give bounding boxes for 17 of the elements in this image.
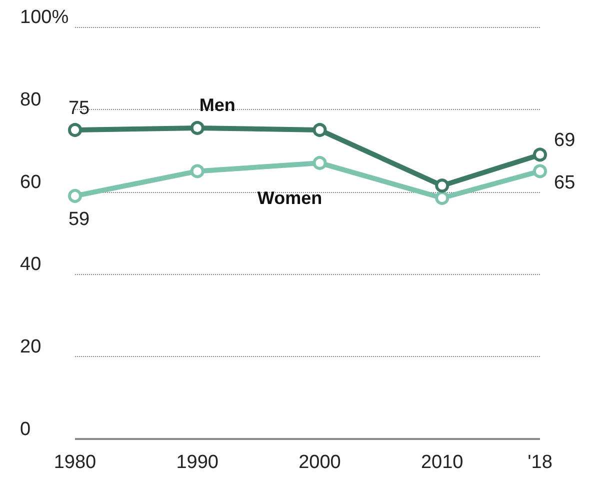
y-tick-label: 60 <box>20 172 42 193</box>
x-tick-label: 1980 <box>54 452 96 473</box>
x-tick-label: 1990 <box>176 452 219 473</box>
data-label: 75 <box>68 98 90 119</box>
x-tick-label: 2000 <box>298 452 341 473</box>
y-tick-label: 80 <box>20 89 42 110</box>
y-tick-label: 40 <box>20 254 42 276</box>
series-label: Women <box>257 188 322 208</box>
data-label: 69 <box>554 130 576 152</box>
data-label: 59 <box>68 208 90 230</box>
series-label: Men <box>199 94 236 115</box>
y-tick-label: 100% <box>20 7 69 28</box>
y-tick-label: 0 <box>20 419 31 440</box>
x-tick-label: '18 <box>528 452 552 473</box>
data-label: 65 <box>554 172 576 194</box>
x-tick-label: 2010 <box>420 452 464 473</box>
y-tick-label: 20 <box>20 336 42 358</box>
